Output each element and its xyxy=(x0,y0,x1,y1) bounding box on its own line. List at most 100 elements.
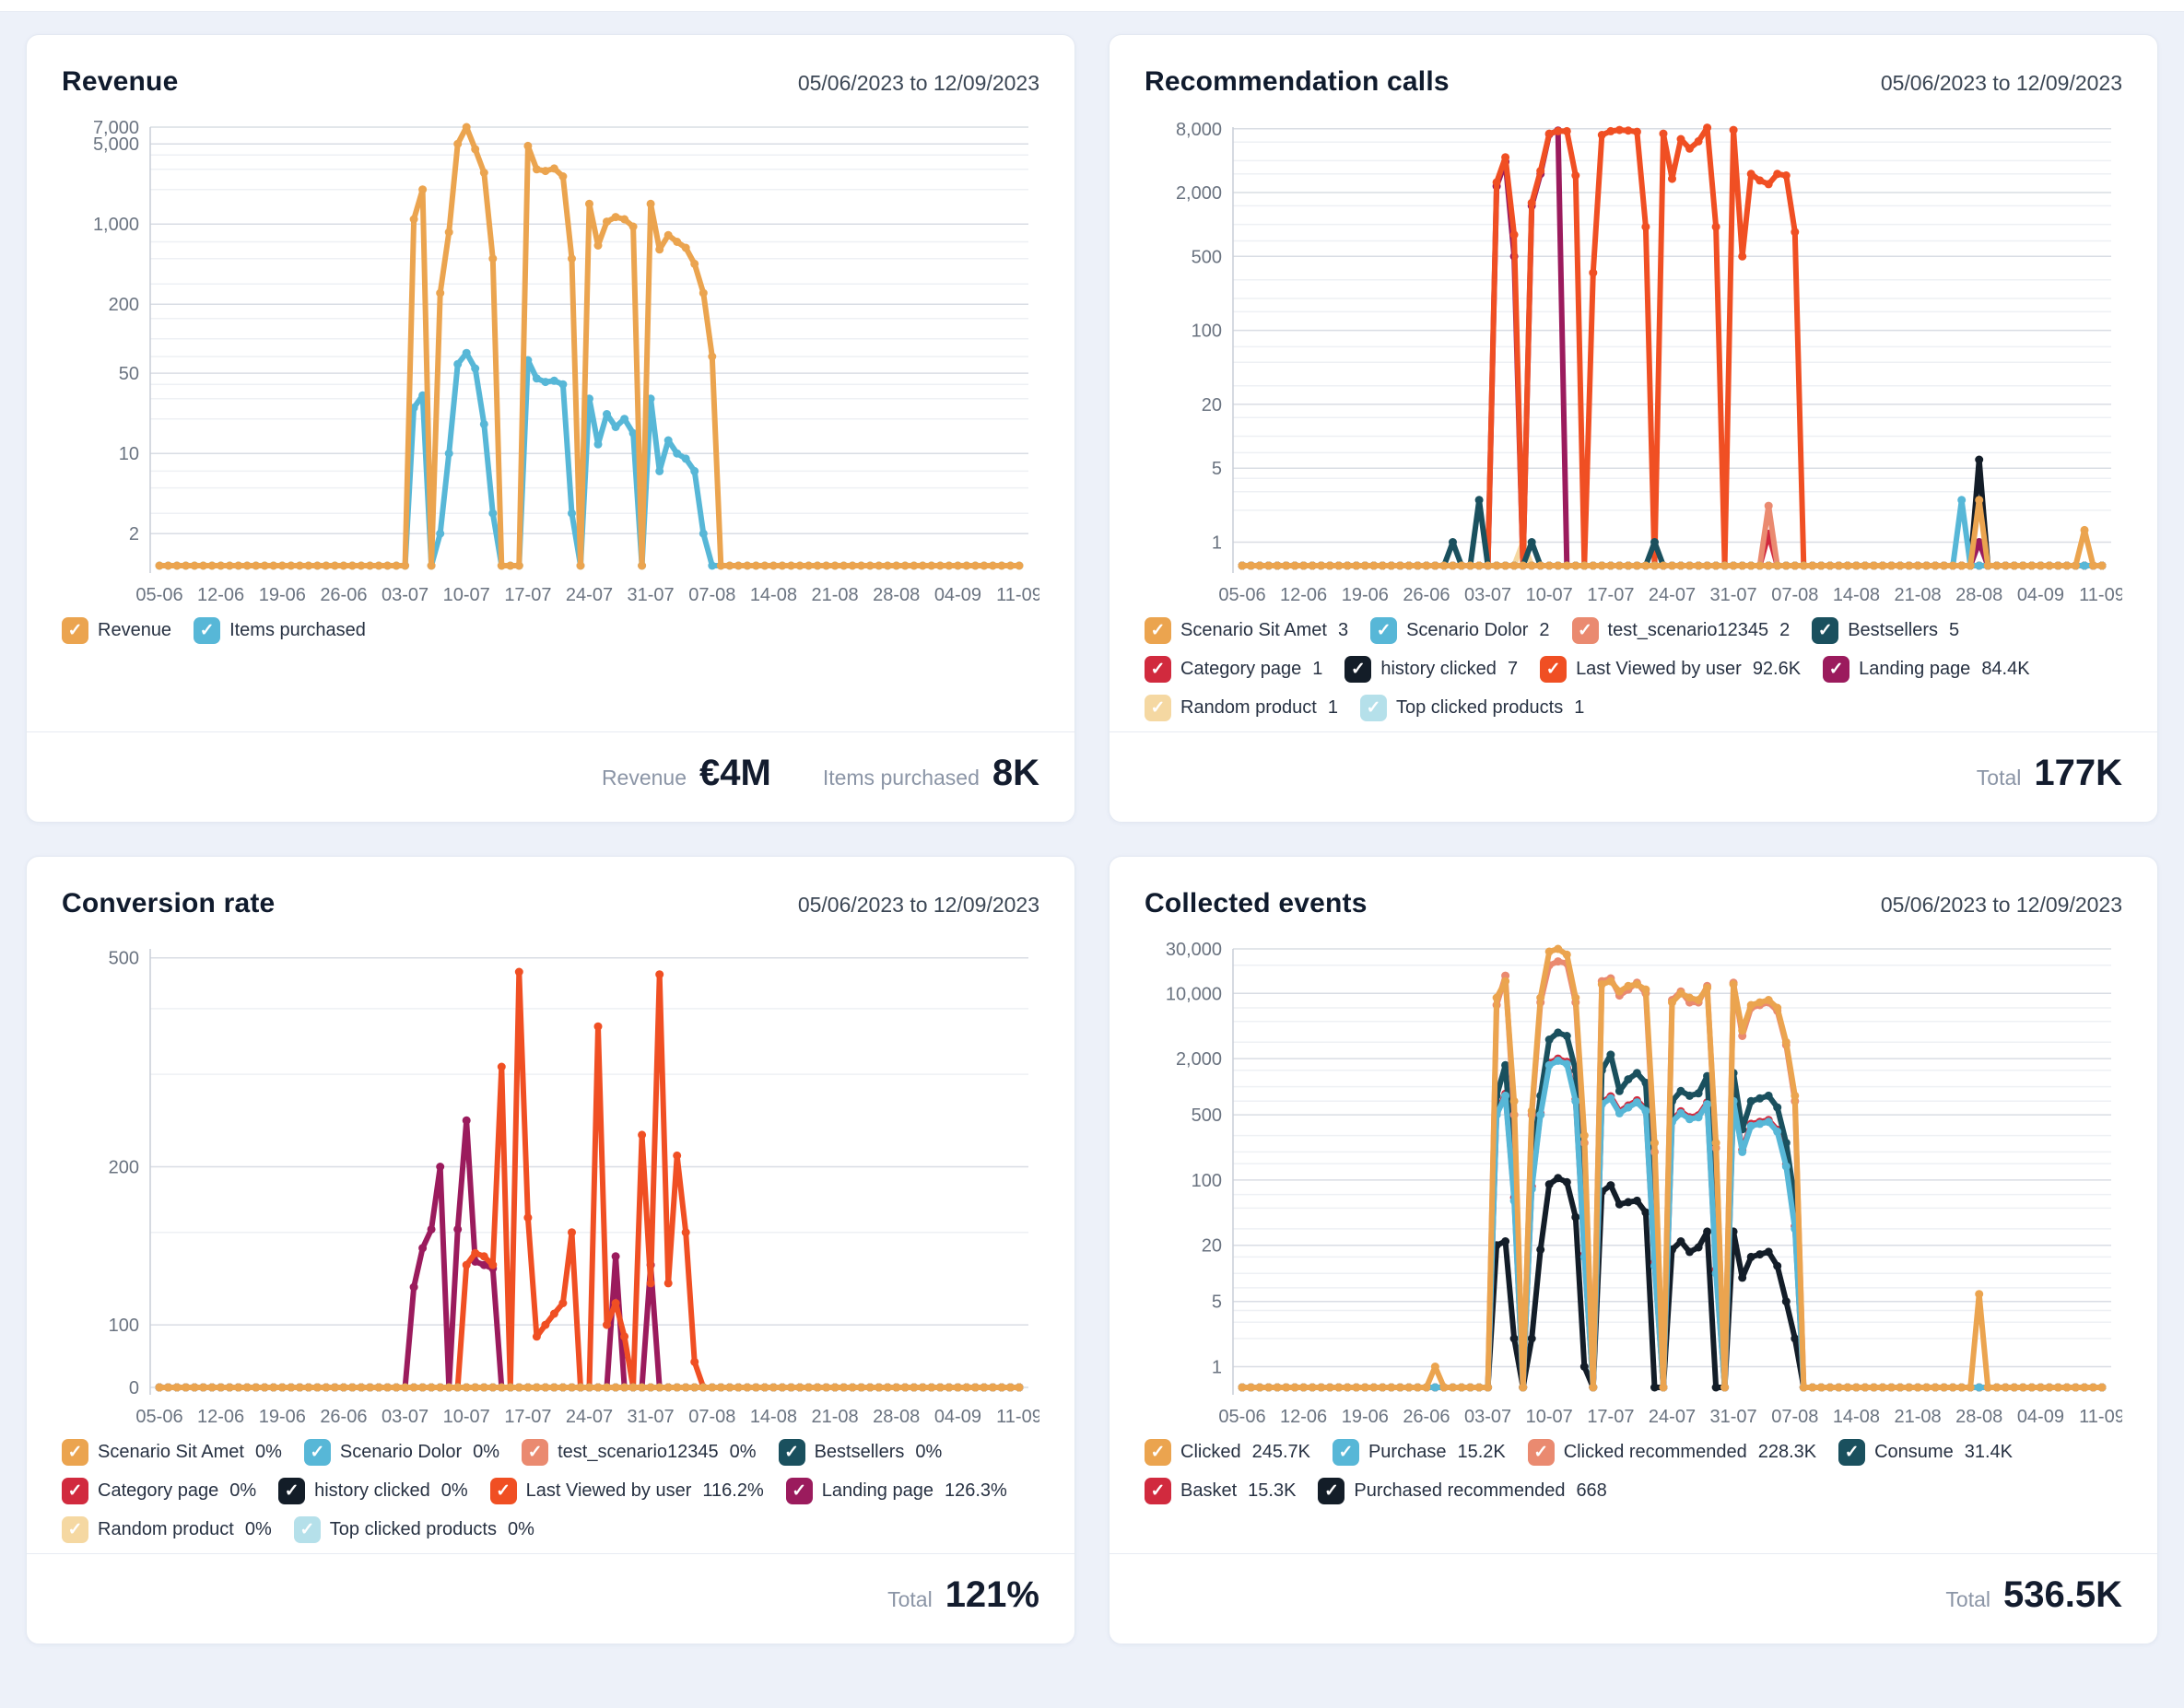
x-axis-tick-label: 05-06 xyxy=(135,585,182,605)
checkbox-checked-icon[interactable]: ✓ xyxy=(785,1478,813,1504)
legend-value: 1 xyxy=(1574,697,1585,718)
legend-item-purchase[interactable]: ✓ Purchase 15.2K xyxy=(1332,1439,1506,1466)
legend-value: 0% xyxy=(254,1442,282,1462)
stat-total: Total 177K xyxy=(1977,753,2122,794)
legend-item-basket[interactable]: ✓ Basket 15.3K xyxy=(1145,1478,1296,1504)
legend: ✓ Scenario Sit Amet 0% ✓ Scenario Dolor 0% ✓ te… xyxy=(27,1432,1074,1543)
date-range: 05/06/2023 to 12/09/2023 xyxy=(1880,893,2122,917)
legend-item-landing-page[interactable]: ✓ Landing page 126.3% xyxy=(785,1478,1007,1504)
legend-item-clicked[interactable]: ✓ Clicked 245.7K xyxy=(1145,1439,1310,1466)
collected-events-chart: 30,000 10,000 2,000 500 100 20 5 1 05-06 12-06 19-… xyxy=(1166,940,2122,1427)
checkbox-checked-icon[interactable]: ✓ xyxy=(1145,1478,1171,1504)
x-axis-tick-label: 21-08 xyxy=(812,1407,859,1427)
x-axis-tick-label: 14-08 xyxy=(1833,1407,1880,1427)
checkbox-checked-icon[interactable]: ✓ xyxy=(278,1478,306,1504)
legend-item-history-clicked[interactable]: ✓ history clicked 0% xyxy=(278,1478,468,1504)
checkbox-checked-icon[interactable]: ✓ xyxy=(303,1439,331,1466)
stat-value: 8K xyxy=(992,753,1039,793)
x-axis-tick-label: 11-09 xyxy=(2079,585,2122,605)
legend-item-history-clicked[interactable]: ✓ history clicked 7 xyxy=(1344,656,1518,683)
recommendation-calls-card: Recommendation calls 05/06/2023 to 12/09… xyxy=(1109,34,2158,823)
legend-value: 2 xyxy=(1539,620,1550,640)
checkbox-checked-icon[interactable]: ✓ xyxy=(194,617,221,644)
legend-item-random-product[interactable]: ✓ Random product 0% xyxy=(62,1516,272,1543)
legend-item-top-clicked-products[interactable]: ✓ Top clicked products 0% xyxy=(293,1516,534,1543)
checkbox-checked-icon[interactable]: ✓ xyxy=(1318,1478,1345,1504)
legend-label: Purchase xyxy=(1368,1442,1447,1462)
legend-item-landing-page[interactable]: ✓ Landing page 84.4K xyxy=(1823,656,2030,683)
legend-item-last-viewed-by-user[interactable]: ✓ Last Viewed by user 92.6K xyxy=(1540,656,1801,683)
legend-label: Items purchased xyxy=(229,620,366,640)
x-axis-tick-label: 28-08 xyxy=(1955,585,2002,605)
legend-item-scenario-dolor[interactable]: ✓ Scenario Dolor 2 xyxy=(1370,617,1550,644)
x-axis-tick-label: 17-07 xyxy=(1587,1407,1634,1427)
legend-label: Category page xyxy=(98,1480,219,1501)
x-axis-tick-label: 07-08 xyxy=(688,585,735,605)
y-axis-tick-label: 1 xyxy=(1212,1358,1222,1378)
x-axis-tick-label: 12-06 xyxy=(197,585,244,605)
x-axis-tick-label: 28-08 xyxy=(873,1407,920,1427)
legend-value: 0% xyxy=(507,1519,534,1539)
legend-item-revenue[interactable]: ✓ Revenue xyxy=(62,617,171,644)
checkbox-checked-icon[interactable]: ✓ xyxy=(522,1439,549,1466)
stat-label: Total xyxy=(1976,766,2022,790)
legend-item-category-page[interactable]: ✓ Category page 1 xyxy=(1145,656,1322,683)
legend-label: Bestsellers xyxy=(1848,620,1939,640)
legend-item-scenario-sit-amet[interactable]: ✓ Scenario Sit Amet 3 xyxy=(1145,617,1348,644)
recommendation-calls-chart: 8,000 2,000 500 100 20 5 1 05-06 12-06 19-06 26-06… xyxy=(1176,120,2122,605)
legend-item-scenario-sit-amet[interactable]: ✓ Scenario Sit Amet 0% xyxy=(62,1439,282,1466)
legend-item-test-scenario12345[interactable]: ✓ test_scenario12345 2 xyxy=(1571,617,1790,644)
x-axis-tick-label: 07-08 xyxy=(1771,585,1818,605)
checkbox-checked-icon[interactable]: ✓ xyxy=(1145,656,1171,683)
legend-item-clicked-recommended[interactable]: ✓ Clicked recommended 228.3K xyxy=(1527,1439,1816,1466)
checkbox-checked-icon[interactable]: ✓ xyxy=(62,1439,88,1466)
legend-item-bestsellers[interactable]: ✓ Bestsellers 5 xyxy=(1812,617,1959,644)
checkbox-checked-icon[interactable]: ✓ xyxy=(1145,695,1171,721)
dashboard-grid: Revenue 05/06/2023 to 12/09/2023 7,000 5,… xyxy=(0,12,2184,1672)
date-range: 05/06/2023 to 12/09/2023 xyxy=(797,893,1039,917)
legend-item-last-viewed-by-user[interactable]: ✓ Last Viewed by user 116.2% xyxy=(489,1478,764,1504)
legend-item-purchased-recommended[interactable]: ✓ Purchased recommended 668 xyxy=(1318,1478,1607,1504)
checkbox-checked-icon[interactable]: ✓ xyxy=(62,1516,88,1543)
legend-value: 0% xyxy=(440,1480,468,1501)
legend-item-category-page[interactable]: ✓ Category page 0% xyxy=(62,1478,256,1504)
checkbox-checked-icon[interactable]: ✓ xyxy=(489,1478,517,1504)
x-axis-tick-label: 28-08 xyxy=(1955,1407,2002,1427)
checkbox-checked-icon[interactable]: ✓ xyxy=(1145,1439,1171,1466)
x-axis-tick-label: 31-07 xyxy=(628,1407,675,1427)
checkbox-checked-icon[interactable]: ✓ xyxy=(1838,1439,1866,1466)
legend-item-scenario-dolor[interactable]: ✓ Scenario Dolor 0% xyxy=(303,1439,500,1466)
y-axis-tick-label: 7,000 xyxy=(93,118,139,138)
x-axis-tick-label: 05-06 xyxy=(135,1407,182,1427)
y-axis-tick-label: 200 xyxy=(109,1158,139,1178)
x-axis-tick-label: 04-09 xyxy=(2017,1407,2064,1427)
legend-value: 0% xyxy=(473,1442,500,1462)
legend-item-test-scenario12345[interactable]: ✓ test_scenario12345 0% xyxy=(522,1439,757,1466)
x-axis-tick-label: 05-06 xyxy=(1218,585,1265,605)
legend-label: Clicked recommended xyxy=(1563,1442,1747,1462)
legend-item-bestsellers[interactable]: ✓ Bestsellers 0% xyxy=(778,1439,942,1466)
checkbox-checked-icon[interactable]: ✓ xyxy=(1571,617,1599,644)
checkbox-checked-icon[interactable]: ✓ xyxy=(778,1439,805,1466)
legend-item-random-product[interactable]: ✓ Random product 1 xyxy=(1145,695,1338,721)
checkbox-checked-icon[interactable]: ✓ xyxy=(1344,656,1372,683)
legend-item-items-purchased[interactable]: ✓ Items purchased xyxy=(194,617,366,644)
checkbox-checked-icon[interactable]: ✓ xyxy=(1332,1439,1359,1466)
checkbox-checked-icon[interactable]: ✓ xyxy=(1812,617,1839,644)
checkbox-checked-icon[interactable]: ✓ xyxy=(1360,695,1387,721)
collected-events-card: Collected events 05/06/2023 to 12/09/202… xyxy=(1109,856,2158,1644)
checkbox-checked-icon[interactable]: ✓ xyxy=(1540,656,1568,683)
legend-label: Last Viewed by user xyxy=(525,1480,692,1501)
checkbox-checked-icon[interactable]: ✓ xyxy=(62,617,88,644)
legend-label: Scenario Sit Amet xyxy=(98,1442,244,1462)
checkbox-checked-icon[interactable]: ✓ xyxy=(62,1478,88,1504)
x-axis-tick-label: 12-06 xyxy=(1280,1407,1327,1427)
legend-item-consume[interactable]: ✓ Consume 31.4K xyxy=(1838,1439,2013,1466)
checkbox-checked-icon[interactable]: ✓ xyxy=(1823,656,1850,683)
checkbox-checked-icon[interactable]: ✓ xyxy=(1370,617,1398,644)
stat-label: Total xyxy=(1945,1587,1991,1611)
checkbox-checked-icon[interactable]: ✓ xyxy=(1145,617,1171,644)
checkbox-checked-icon[interactable]: ✓ xyxy=(1527,1439,1555,1466)
legend-item-top-clicked-products[interactable]: ✓ Top clicked products 1 xyxy=(1360,695,1584,721)
checkbox-checked-icon[interactable]: ✓ xyxy=(293,1516,321,1543)
